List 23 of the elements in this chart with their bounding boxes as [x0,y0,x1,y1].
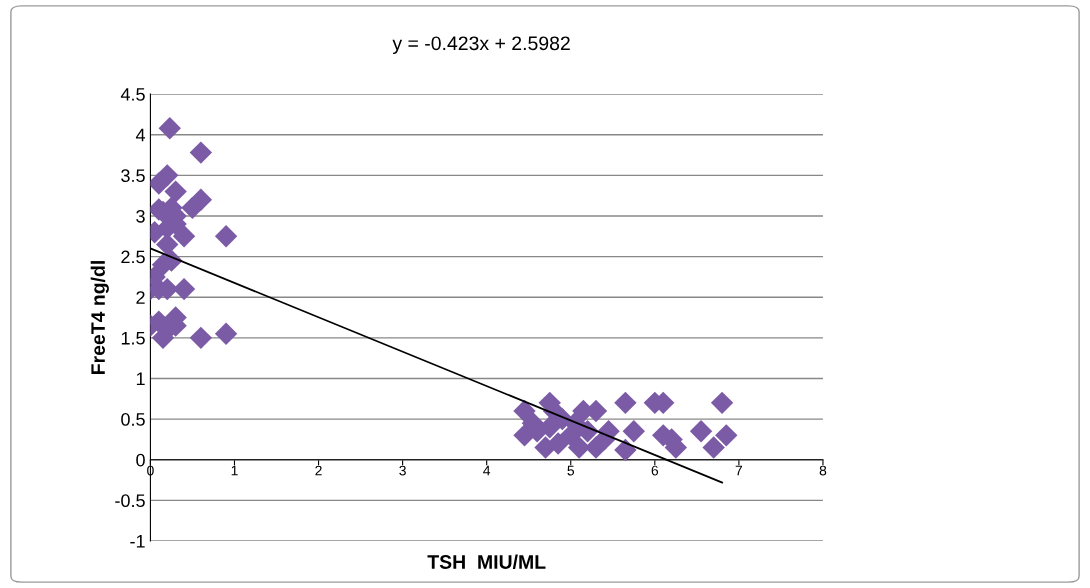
x-axis-title: TSH MIU/ML [427,554,546,570]
y-tick-label: 1.5 [121,331,145,345]
y-axis-title: FreeT4 ng/dl [90,261,109,375]
y-tick-label: -1 [130,535,145,548]
x-tick-label: 3 [399,465,406,476]
x-tick-label: 2 [315,465,322,476]
x-tick-label: 4 [483,465,491,476]
text: y = -0.423x + 2.5982 [392,36,570,55]
y-tick-label: 4 [135,128,146,142]
x-tick-label: 8 [819,465,827,476]
x-tick-label: 6 [651,465,659,476]
y-tick-label: 3 [136,209,145,223]
y-tick-label: 0.5 [121,413,145,426]
x-tick-label: 7 [735,465,743,476]
y-tick-label: 4.5 [120,88,145,101]
x-tick-label: 5 [567,465,575,476]
x-tick-label: 1 [231,465,238,476]
y-tick-label: 2 [136,291,145,304]
y-tick-label: -0.5 [115,494,145,508]
y-tick-label: 3.5 [121,169,145,183]
y-tick-label: 2.5 [121,250,145,264]
y-tick-label: 1 [136,372,145,385]
y-tick-label: 0 [136,453,145,467]
